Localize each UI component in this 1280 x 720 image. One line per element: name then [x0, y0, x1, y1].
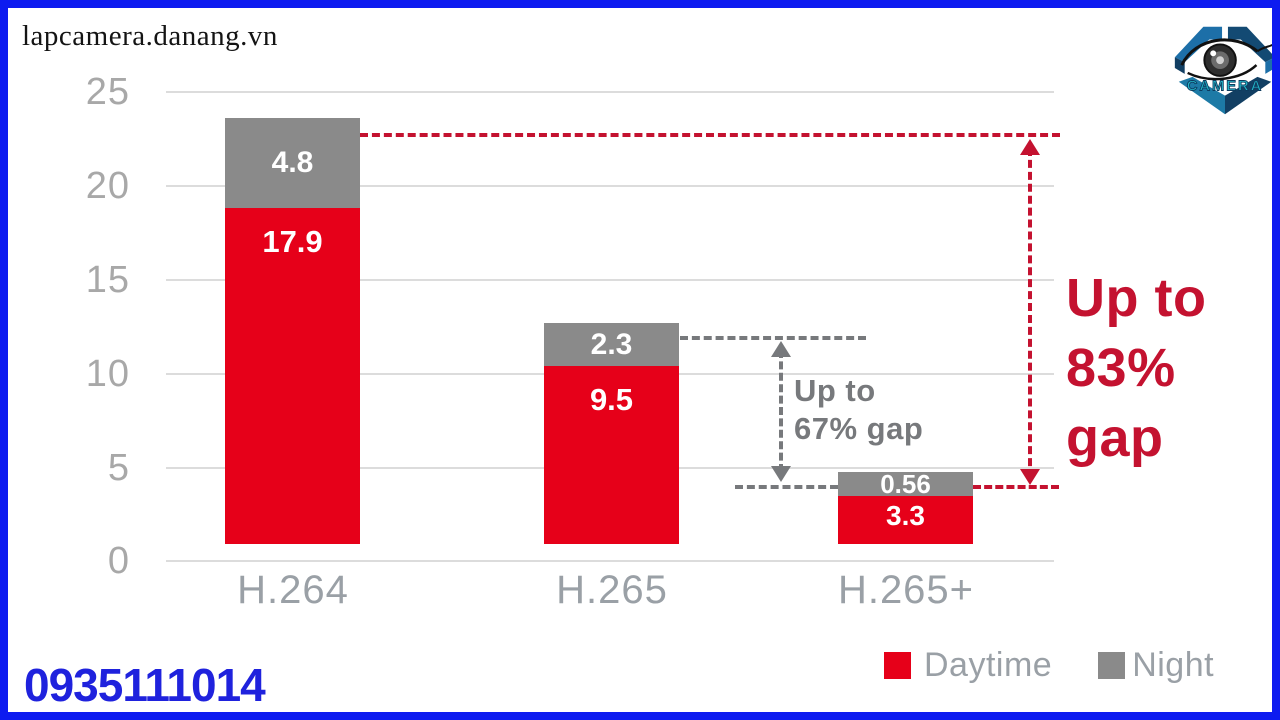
gap67-bottom-dashed-line — [735, 485, 838, 489]
legend: Daytime Night — [884, 640, 1214, 690]
eye-icon — [1180, 38, 1272, 81]
daytime-segment: 17.9 — [225, 208, 360, 544]
arrow-down-icon — [1020, 469, 1040, 485]
gap83-top-dashed-line — [360, 133, 1060, 137]
y-tick-label: 10 — [85, 353, 130, 395]
bar-group-h265: 2.3 9.5 — [544, 323, 679, 544]
bar-group-h265plus: 0.56 3.3 — [838, 469, 973, 544]
legend-swatch-night — [1098, 651, 1126, 679]
legend-swatch-daytime — [884, 651, 911, 679]
night-segment: 0.56 — [838, 469, 973, 499]
daytime-segment: 9.5 — [544, 366, 679, 544]
night-segment: 4.8 — [225, 118, 360, 208]
y-gridline — [166, 185, 1054, 187]
bar-value-label: 3.3 — [886, 500, 925, 531]
legend-label-night: Night — [1132, 645, 1215, 684]
bar-group-h264: 4.8 17.9 — [225, 118, 360, 544]
arrow-up-icon — [1020, 139, 1040, 155]
bar-value-label: 4.8 — [271, 146, 314, 179]
arrow-up-icon — [771, 341, 791, 357]
watermark-url: lapcamera.danang.vn — [22, 20, 278, 52]
gap67-top-dashed-line — [680, 336, 866, 340]
camera-logo: CAMERA — [1174, 26, 1272, 115]
gap83-bottom-dashed-line — [973, 485, 1059, 489]
y-gridline — [166, 91, 1054, 93]
bar-value-label: 0.56 — [880, 468, 931, 499]
gap83-arrow-line — [1028, 148, 1032, 478]
night-segment: 2.3 — [544, 323, 679, 366]
category-label: H.264 — [237, 568, 349, 612]
daytime-segment: 3.3 — [838, 496, 973, 544]
phone-number: 0935111014 — [24, 659, 266, 711]
category-label: H.265 — [556, 568, 668, 612]
y-tick-label: 5 — [107, 447, 130, 489]
gap83-annotation: Up to 83% gap — [1066, 268, 1207, 468]
gap67-annotation: Up to 67% gap — [794, 373, 924, 446]
logo-arm-left — [1174, 26, 1223, 63]
logo-chevron — [1178, 76, 1225, 115]
y-tick-label: 15 — [85, 259, 130, 301]
logo-arm-right — [1227, 26, 1272, 63]
y-tick-label: 20 — [85, 165, 130, 207]
gap67-arrow-line — [779, 350, 783, 472]
category-label: H.265+ — [837, 568, 975, 612]
legend-label-daytime: Daytime — [924, 645, 1053, 684]
y-tick-label: 0 — [107, 540, 130, 582]
camera-logo-label: CAMERA — [1187, 79, 1264, 95]
y-gridline — [166, 279, 1054, 281]
arrow-down-icon — [771, 466, 791, 482]
y-tick-label: 25 — [85, 71, 130, 113]
bar-value-label: 17.9 — [262, 224, 323, 259]
y-gridline — [166, 560, 1054, 562]
bar-value-label: 2.3 — [590, 327, 633, 361]
bar-value-label: 9.5 — [589, 382, 634, 417]
